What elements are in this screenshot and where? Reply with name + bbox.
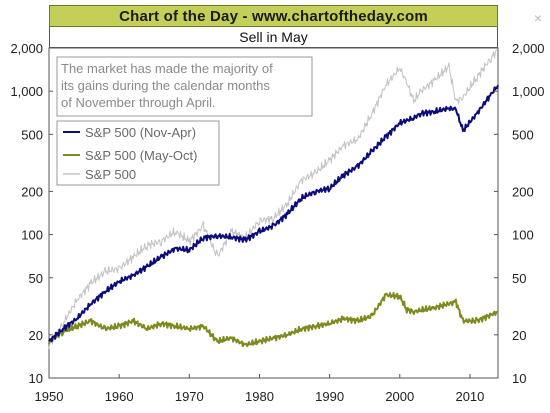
y-tick-label-left: 50	[29, 271, 43, 286]
y-tick-label-left: 100	[21, 228, 43, 243]
x-tick-label: 2000	[385, 389, 414, 404]
x-tick-label: 1950	[35, 389, 64, 404]
banner-title: Chart of the Day - www.chartoftheday.com	[49, 5, 498, 27]
axis-ticks: 10 10 20 20 50 50 100 100 200 200 500 500 1,000 1,000…	[10, 41, 544, 404]
y-tick-label-right: 2,000	[512, 41, 545, 56]
legend-label-may-oct: S&P 500 (May-Oct)	[85, 148, 197, 163]
y-tick-label-left: 200	[21, 184, 43, 199]
x-tick-label: 1960	[105, 389, 134, 404]
annotation-line-1: The market has made the majority of	[61, 61, 273, 76]
y-tick-label-right: 20	[512, 328, 526, 343]
y-tick-label-right: 500	[512, 127, 534, 142]
series-line-nov-apr	[48, 84, 499, 343]
close-icon[interactable]: ×	[533, 10, 543, 26]
series-lines	[48, 49, 499, 349]
y-tick-label-right: 50	[512, 271, 526, 286]
legend: S&P 500 (Nov-Apr) S&P 500 (May-Oct) S&P …	[56, 120, 220, 186]
x-tick-label: 2010	[455, 389, 484, 404]
legend-label-nov-apr: S&P 500 (Nov-Apr)	[85, 125, 196, 140]
annotation-line-3: of November through April.	[61, 95, 216, 110]
y-tick-label-right: 200	[512, 184, 534, 199]
plot-frame	[48, 47, 499, 379]
annotation-line-2: its gains during the calendar months	[61, 78, 270, 93]
annotation-frame	[56, 56, 313, 117]
y-tick-label-left: 2,000	[10, 41, 43, 56]
x-tick-label: 1980	[245, 389, 274, 404]
y-tick-label-left: 1,000	[10, 84, 43, 99]
y-tick-label-right: 1,000	[512, 84, 545, 99]
y-tick-label-right: 10	[512, 371, 526, 386]
series-line-may-oct	[48, 292, 499, 348]
series-line-sp500	[48, 49, 499, 349]
y-tick-label-left: 20	[29, 328, 43, 343]
legend-label-sp500: S&P 500	[85, 167, 136, 182]
legend-frame	[56, 120, 220, 186]
y-tick-label-right: 100	[512, 228, 534, 243]
x-tick-label: 1990	[315, 389, 344, 404]
annotation-box: The market has made the majority of its …	[56, 56, 313, 117]
y-tick-label-left: 10	[29, 371, 43, 386]
x-tick-label: 1970	[175, 389, 204, 404]
y-tick-label-left: 500	[21, 127, 43, 142]
